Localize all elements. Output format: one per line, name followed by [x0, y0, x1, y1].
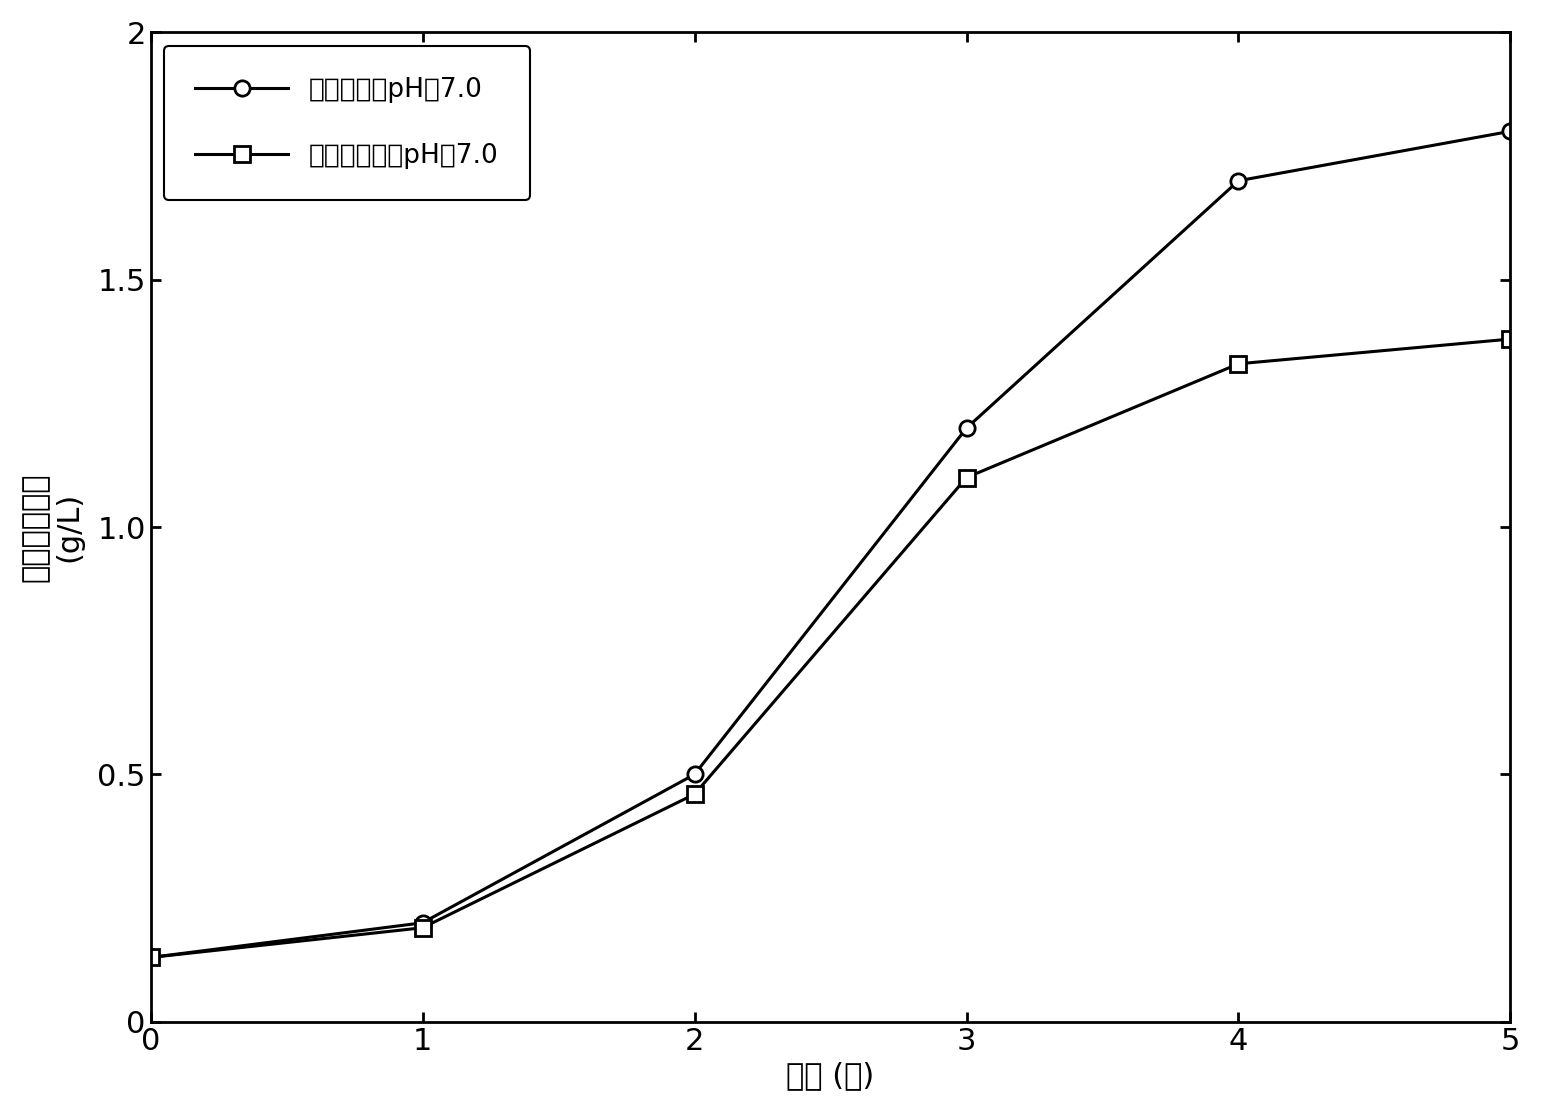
不添加乙酸调pH为7.0 [1501, 332, 1519, 346]
添加乙酸调pH为7.0 [1501, 124, 1519, 138]
Legend: 添加乙酸调pH为7.0, 不添加乙酸调pH为7.0: 添加乙酸调pH为7.0, 不添加乙酸调pH为7.0 [163, 46, 530, 200]
不添加乙酸调pH为7.0 [142, 951, 160, 964]
X-axis label: 时间 (天): 时间 (天) [786, 1061, 875, 1090]
添加乙酸调pH为7.0 [413, 917, 431, 930]
添加乙酸调pH为7.0 [686, 768, 704, 781]
不添加乙酸调pH为7.0 [686, 788, 704, 801]
不添加乙酸调pH为7.0 [957, 471, 975, 484]
添加乙酸调pH为7.0 [142, 951, 160, 964]
Y-axis label: 细胞干重浓度
(g/L): 细胞干重浓度 (g/L) [22, 472, 83, 582]
不添加乙酸调pH为7.0 [413, 921, 431, 934]
不添加乙酸调pH为7.0 [1230, 357, 1248, 370]
Line: 添加乙酸调pH为7.0: 添加乙酸调pH为7.0 [143, 123, 1518, 965]
添加乙酸调pH为7.0 [1230, 174, 1248, 188]
添加乙酸调pH为7.0 [957, 421, 975, 434]
Line: 不添加乙酸调pH为7.0: 不添加乙酸调pH为7.0 [143, 331, 1518, 965]
